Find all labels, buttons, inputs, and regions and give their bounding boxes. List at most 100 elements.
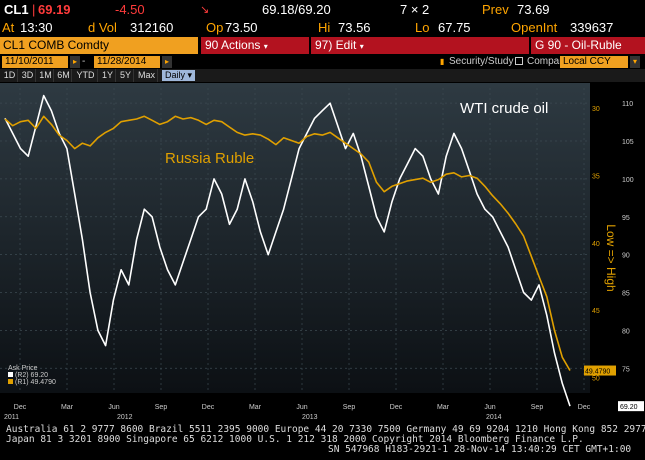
russia-ruble-label: Russia Ruble (165, 150, 254, 167)
oil-tick-label: 85 (622, 291, 630, 298)
frequency-label: Daily (165, 70, 186, 80)
ruble-line (4, 115, 571, 371)
ruble-tick-label: 45 (592, 308, 600, 315)
low-label: Lo (415, 19, 430, 35)
year-tick-label: 2011 (4, 414, 19, 421)
last-price: 69.19 (38, 1, 71, 17)
month-tick-label: Dec (390, 404, 403, 411)
oil-tick-label: 80 (622, 328, 630, 335)
month-tick-label: Dec (14, 404, 27, 411)
security-field[interactable]: CL1 COMB Comdty (0, 37, 198, 54)
ruble-last-value: 49.4790 (585, 369, 610, 376)
quote-row-top: CL1 | 69.19 -4.50 ↘ 69.18/69.20 7 × 2 Pr… (0, 0, 645, 18)
open-interest-label: OpenInt (511, 19, 558, 35)
month-tick-label: Sep (343, 404, 356, 411)
ruble-tick-label: 30 (592, 106, 600, 113)
chevron-down-icon: ▾ (187, 70, 193, 80)
currency-select[interactable]: Local CCY (560, 55, 628, 68)
footer-session-info: SN 547968 H183-2921-1 28-Nov-14 13:40:29… (328, 444, 632, 455)
chevron-down-icon: ▾ (263, 42, 268, 51)
period-max[interactable]: Max (136, 69, 158, 82)
month-tick-label: Sep (155, 404, 168, 411)
chart-svg: 110 105 100 95 90 85 80 75 30 35 40 45 50 Dec Mar Jun Se… (0, 83, 644, 421)
month-tick-label: Dec (202, 404, 215, 411)
legend-ruble-label: (R1) 49.4790 (15, 379, 56, 386)
open-label: Op (206, 19, 224, 35)
down-trend-icon: ↘ (200, 3, 210, 16)
quote-row-bottom: At 13:30 d Vol 312160 Op 73.50 Hi 73.56 … (0, 18, 645, 36)
month-tick-label: Jun (296, 404, 307, 411)
month-tick-label: Mar (437, 404, 450, 411)
price-change: -4.50 (115, 1, 145, 17)
month-tick-label: Mar (61, 404, 74, 411)
prev-label: Prev (482, 1, 509, 17)
command-bar: CL1 COMB Comdty 90 Actions ▾ 97) Edit ▾ … (0, 37, 645, 54)
function-title: G 90 - Oil-Ruble (531, 37, 645, 54)
oil-price-line (4, 94, 571, 407)
month-tick-label: Mar (249, 404, 262, 411)
oil-last-value: 69.20 (620, 404, 638, 411)
period-1d[interactable]: 1D (2, 69, 18, 82)
period-1y[interactable]: 1Y (100, 69, 116, 82)
chart-legend: Ask Price (R2) 69.20 (R1) 49.4790 (8, 365, 56, 386)
ruble-tick-label: 50 (592, 376, 600, 383)
month-tick-label: Jun (108, 404, 119, 411)
open-value: 73.50 (225, 19, 258, 35)
month-tick-label: Jun (484, 404, 495, 411)
actions-label: 90 Actions (205, 38, 261, 52)
year-tick-label: 2013 (302, 414, 318, 421)
start-date-arrow-icon[interactable]: ▸ (70, 55, 80, 68)
quote-time: 13:30 (20, 19, 53, 35)
period-ytd[interactable]: YTD (74, 69, 98, 82)
legend-oil-swatch (8, 372, 13, 377)
price-chart[interactable]: 110 105 100 95 90 85 80 75 30 35 40 45 50 Dec Mar Jun Se… (0, 83, 645, 426)
currency-dropdown-icon[interactable]: ▾ (630, 55, 640, 68)
prev-value: 73.69 (517, 1, 550, 17)
at-label: At (2, 19, 15, 35)
year-tick-label: 2012 (117, 414, 133, 421)
oil-tick-label: 75 (622, 366, 630, 373)
ruble-tick-label: 35 (592, 174, 600, 181)
start-date-field[interactable]: 11/10/2011 (2, 55, 68, 68)
high-label: Hi (318, 19, 331, 35)
legend-ruble: (R1) 49.4790 (8, 379, 56, 386)
frequency-select[interactable]: Daily ▾ (162, 70, 196, 81)
chevron-down-icon: ▾ (359, 42, 364, 51)
oil-tick-label: 105 (622, 139, 634, 146)
period-3d[interactable]: 3D (20, 69, 36, 82)
high-value: 73.56 (338, 19, 371, 35)
period-5y[interactable]: 5Y (118, 69, 134, 82)
edit-menu[interactable]: 97) Edit ▾ (311, 37, 529, 54)
legend-oil-label: (R2) 69.20 (15, 372, 49, 379)
plot-background (0, 83, 590, 393)
period-1m[interactable]: 1M (38, 69, 54, 82)
oil-tick-label: 95 (622, 215, 630, 222)
oil-tick-label: 110 (622, 101, 633, 108)
low-value: 67.75 (438, 19, 471, 35)
ticker[interactable]: CL1 (4, 1, 29, 17)
last-price-marker: | (32, 1, 36, 17)
month-tick-label: Sep (531, 404, 544, 411)
month-tick-label: Dec (578, 404, 591, 411)
volume-value: 312160 (130, 19, 174, 35)
ruble-tick-label: 40 (592, 241, 600, 248)
oil-tick-label: 90 (622, 253, 630, 260)
year-tick-label: 2014 (486, 414, 502, 421)
ruble-last-value-tag (584, 365, 616, 376)
end-date-field[interactable]: 11/28/2014 (94, 55, 160, 68)
actions-menu[interactable]: 90 Actions ▾ (201, 37, 309, 54)
oil-last-value-tag (618, 401, 644, 412)
period-6m[interactable]: 6M (56, 69, 72, 82)
date-bar: 11/10/2011 ▸ - 11/28/2014 ▸ ▮ Security/S… (0, 55, 645, 68)
security-study-button[interactable]: Security/Study (449, 56, 514, 67)
right-axis-rotated-label: Low => High (604, 224, 618, 291)
legend-title: Ask Price (8, 365, 38, 372)
oil-tick-label: 100 (622, 177, 634, 184)
period-toolbar: 1D 3D 1M 6M YTD 1Y 5Y Max Daily ▾ (0, 69, 645, 82)
end-date-arrow-icon[interactable]: ▸ (162, 55, 172, 68)
volume-label: d Vol (88, 19, 117, 35)
footer-contacts-line2: Japan 81 3 3201 8900 Singapore 65 6212 1… (6, 434, 584, 445)
compare-checkbox[interactable] (515, 57, 523, 65)
compare-label: Compare (527, 56, 569, 67)
security-study-icon: ▮ (440, 57, 445, 66)
